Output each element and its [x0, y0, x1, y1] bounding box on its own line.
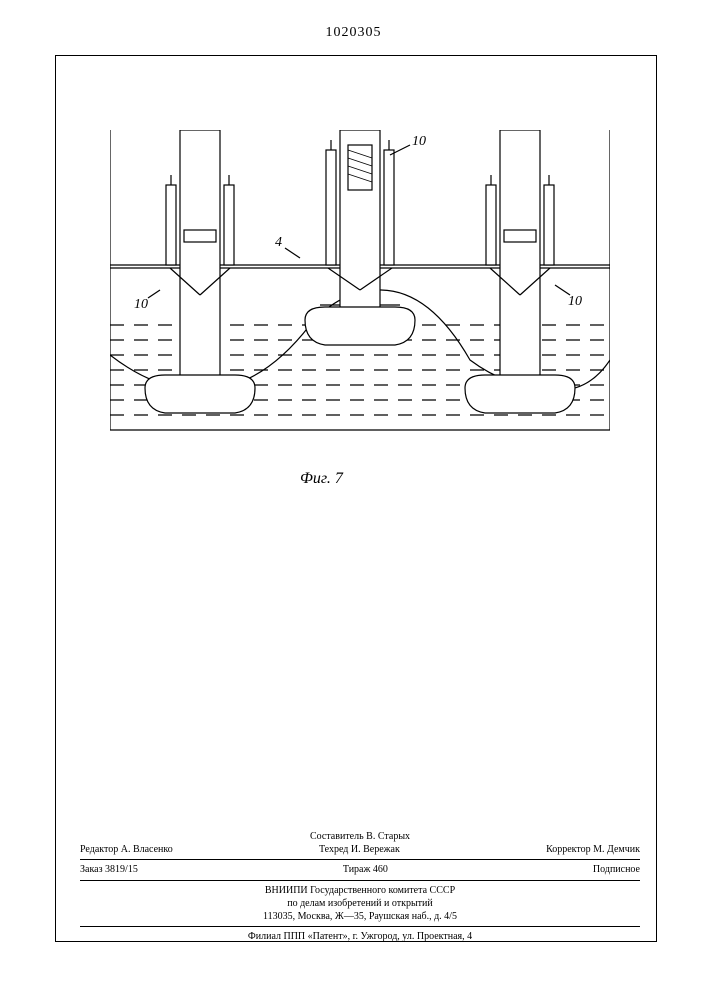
- addr1: 113035, Москва, Ж—35, Раушская наб., д. …: [80, 910, 640, 923]
- figure-label: Фиг. 7: [300, 470, 343, 488]
- figure-svg: 10 4 10 10: [110, 130, 610, 470]
- tech: Техред И. Вережак: [319, 843, 400, 856]
- callout-10-left: 10: [134, 297, 148, 312]
- podpisnoe: Подписное: [593, 863, 640, 876]
- corrector: Корректор М. Демчик: [546, 843, 640, 856]
- callout-4-deck: 4: [275, 235, 282, 250]
- tirazh: Тираж 460: [343, 863, 388, 876]
- order: Заказ 3819/15: [80, 863, 138, 876]
- editor: Редактор А. Власенко: [80, 843, 173, 856]
- credits-block: Составитель В. Старых Редактор А. Власен…: [80, 830, 640, 943]
- callout-10-right: 10: [568, 294, 582, 309]
- compiler-line: Составитель В. Старых: [80, 830, 640, 843]
- callout-10-mid: 10: [412, 134, 426, 149]
- patent-figure: 10 4 10 10: [110, 130, 610, 470]
- document-number: 1020305: [0, 25, 707, 41]
- addr2: Филиал ППП «Патент», г. Ужгород, ул. Про…: [80, 930, 640, 943]
- org2: по делам изобретений и открытий: [80, 897, 640, 910]
- org1: ВНИИПИ Государственного комитета СССР: [80, 884, 640, 897]
